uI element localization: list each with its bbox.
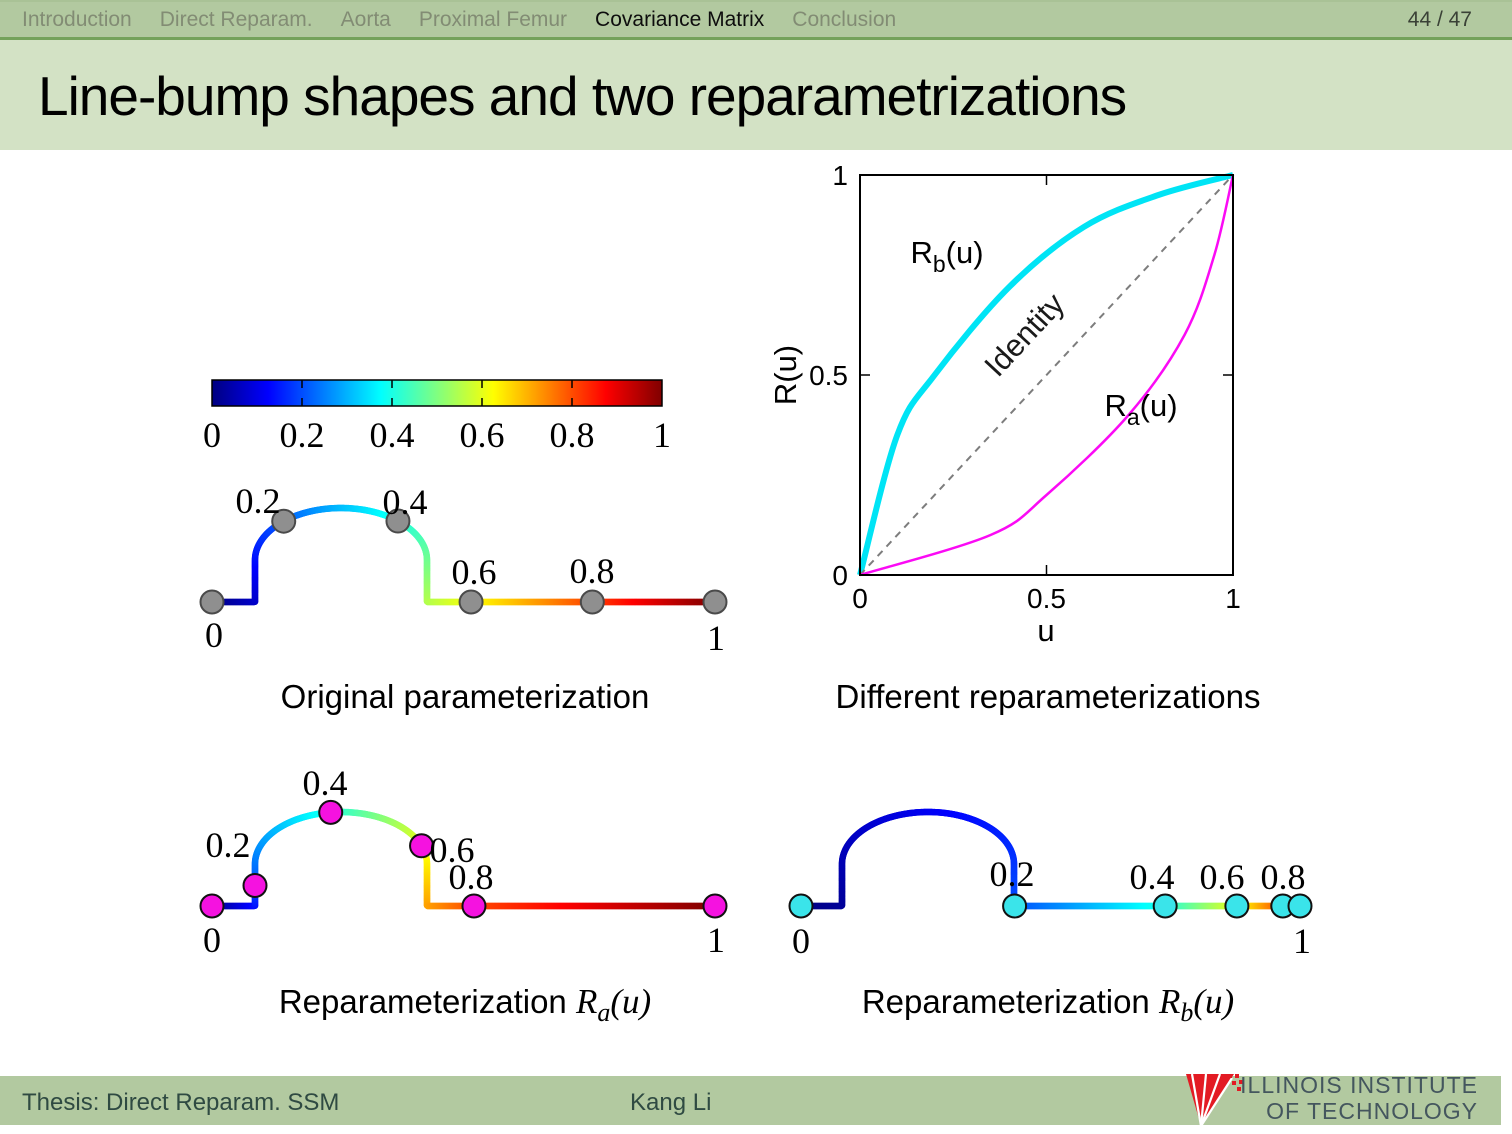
x-tick-label: 0.5 xyxy=(1027,583,1066,614)
page-title: Line-bump shapes and two reparametrizati… xyxy=(38,65,1127,127)
param-value-label: 0.8 xyxy=(570,551,615,591)
curve-Rb xyxy=(857,172,1234,576)
page-indicator: 44 / 47 xyxy=(1407,7,1472,31)
series-label-Identity: Identity xyxy=(977,286,1071,383)
param-marker-0.6 xyxy=(409,833,435,859)
nav-item-direct-reparam-[interactable]: Direct Reparam. xyxy=(159,7,313,31)
series-label-Ra: Ra(u) xyxy=(1104,388,1177,430)
param-value-label: 1 xyxy=(1293,921,1311,961)
param-value-label: 0.4 xyxy=(1130,857,1175,897)
y-tick-label: 0 xyxy=(832,560,848,591)
param-marker-0.6 xyxy=(1224,893,1250,919)
param-marker-0.4 xyxy=(318,799,344,825)
caption-fig-rb: Reparameterization Rb(u) xyxy=(862,982,1234,1027)
footer-bar: Thesis: Direct Reparam. SSM Kang Li xyxy=(0,1076,1501,1125)
param-marker-0.2 xyxy=(242,872,268,898)
y-axis-label: R(u) xyxy=(768,345,803,405)
colorbar-tick-label: 1 xyxy=(653,415,671,455)
figure-fig-ra: 0.2 0.4 0.60.8 0 1 xyxy=(199,763,728,960)
nav-item-covariance-matrix[interactable]: Covariance Matrix xyxy=(595,7,765,31)
y-tick-label: 0.5 xyxy=(809,360,848,391)
param-value-label: 0.4 xyxy=(303,763,348,803)
param-value-label: 0.6 xyxy=(1200,857,1245,897)
param-marker-1 xyxy=(702,893,728,919)
param-marker-0.8 xyxy=(579,589,605,615)
curve-Identity xyxy=(859,174,1234,576)
x-axis-label: u xyxy=(1037,613,1054,648)
navbar: Introduction Direct Reparam. Aorta Proximal… xyxy=(0,0,1512,37)
param-marker-1 xyxy=(1287,893,1313,919)
param-marker-0 xyxy=(788,893,814,919)
param-marker-0.6 xyxy=(458,589,484,615)
slide-figures: 0 0.2 0.4 0.6 0.8 10 0.5 100.51uR(u)Rb(u)Identi… xyxy=(199,160,1313,1027)
title-band: Line-bump shapes and two reparametrizati… xyxy=(0,40,1512,150)
letterbox-right xyxy=(1501,1060,1512,1134)
param-value-label: 0.6 xyxy=(430,830,475,870)
nav-item-proximal-femur[interactable]: Proximal Femur xyxy=(418,7,568,31)
x-tick-label: 0 xyxy=(852,583,868,614)
iit-logo-line1: ILLINOIS INSTITUTE xyxy=(1240,1072,1478,1098)
param-marker-0.4 xyxy=(1152,893,1178,919)
jet-colorbar: 0 0.2 0.4 0.6 0.8 1 xyxy=(203,379,671,455)
series-label-Rb: Rb(u) xyxy=(910,235,983,277)
param-value-label: 0.6 xyxy=(452,552,497,592)
param-marker-0 xyxy=(199,893,225,919)
param-value-label: 1 xyxy=(707,920,725,960)
header-separator xyxy=(0,37,1512,40)
nav-item-introduction[interactable]: Introduction xyxy=(22,7,132,31)
param-value-label: 0.4 xyxy=(383,482,428,522)
param-marker-0.8 xyxy=(461,893,487,919)
param-value-label: 0 xyxy=(205,615,223,655)
caption-reparam-plot: Different reparameterizations xyxy=(836,678,1261,715)
param-value-label: 0.2 xyxy=(236,481,281,521)
param-value-label: 0 xyxy=(203,920,221,960)
colorbar-tick-label: 0.2 xyxy=(280,415,325,455)
colorbar-tick-label: 0.4 xyxy=(370,415,415,455)
colorbar-tick-label: 0 xyxy=(203,415,221,455)
footer-thesis-label: Thesis: Direct Reparam. SSM xyxy=(22,1089,340,1116)
colorbar-tick-label: 0.8 xyxy=(550,415,595,455)
reparameterization-plot: 0 0.5 1 0 0.5 1 u R(u) Rb(u) Identity Ra(u) xyxy=(768,160,1241,648)
x-tick-label: 1 xyxy=(1225,583,1241,614)
iit-logo-line2: OF TECHNOLOGY xyxy=(1266,1098,1478,1124)
param-value-label: 0.2 xyxy=(206,825,251,865)
param-marker-0.2 xyxy=(1002,893,1028,919)
letterbox-bottom xyxy=(0,1125,1512,1134)
param-value-label: 1 xyxy=(707,618,725,658)
colorbar-gradient xyxy=(211,379,663,407)
navbar-items: Introduction Direct Reparam. Aorta Proximal… xyxy=(22,8,896,32)
figure-fig-rb: 0.2 0.4 0.6 0.8 0 1 xyxy=(788,808,1313,961)
curve-Ra xyxy=(859,174,1235,577)
iit-logo: ILLINOIS INSTITUTE OF TECHNOLOGY xyxy=(1180,1070,1490,1128)
iit-logo-text: ILLINOIS INSTITUTE OF TECHNOLOGY xyxy=(1240,1072,1478,1124)
y-tick-label: 1 xyxy=(832,160,848,191)
param-value-label: 0.2 xyxy=(990,854,1035,894)
caption-fig-ra: Reparameterization Ra(u) xyxy=(279,982,651,1027)
param-marker-0.2 xyxy=(271,508,297,534)
param-marker-1 xyxy=(702,589,728,615)
param-value-label: 0.8 xyxy=(449,857,494,897)
param-value-label: 0 xyxy=(792,921,810,961)
param-marker-0.4 xyxy=(385,508,411,534)
footer-author: Kang Li xyxy=(630,1089,712,1116)
param-marker-0 xyxy=(199,589,225,615)
caption-fig-original: Original parameterization xyxy=(281,678,650,715)
nav-item-aorta[interactable]: Aorta xyxy=(340,7,391,31)
figure-fig-original: 0.2 0.4 0.6 0.8 0 1 xyxy=(199,481,728,658)
param-value-label: 0.8 xyxy=(1261,857,1306,897)
nav-item-conclusion[interactable]: Conclusion xyxy=(792,7,897,31)
colorbar-tick-label: 0.6 xyxy=(460,415,505,455)
iit-triangle-icon xyxy=(1186,1073,1243,1127)
